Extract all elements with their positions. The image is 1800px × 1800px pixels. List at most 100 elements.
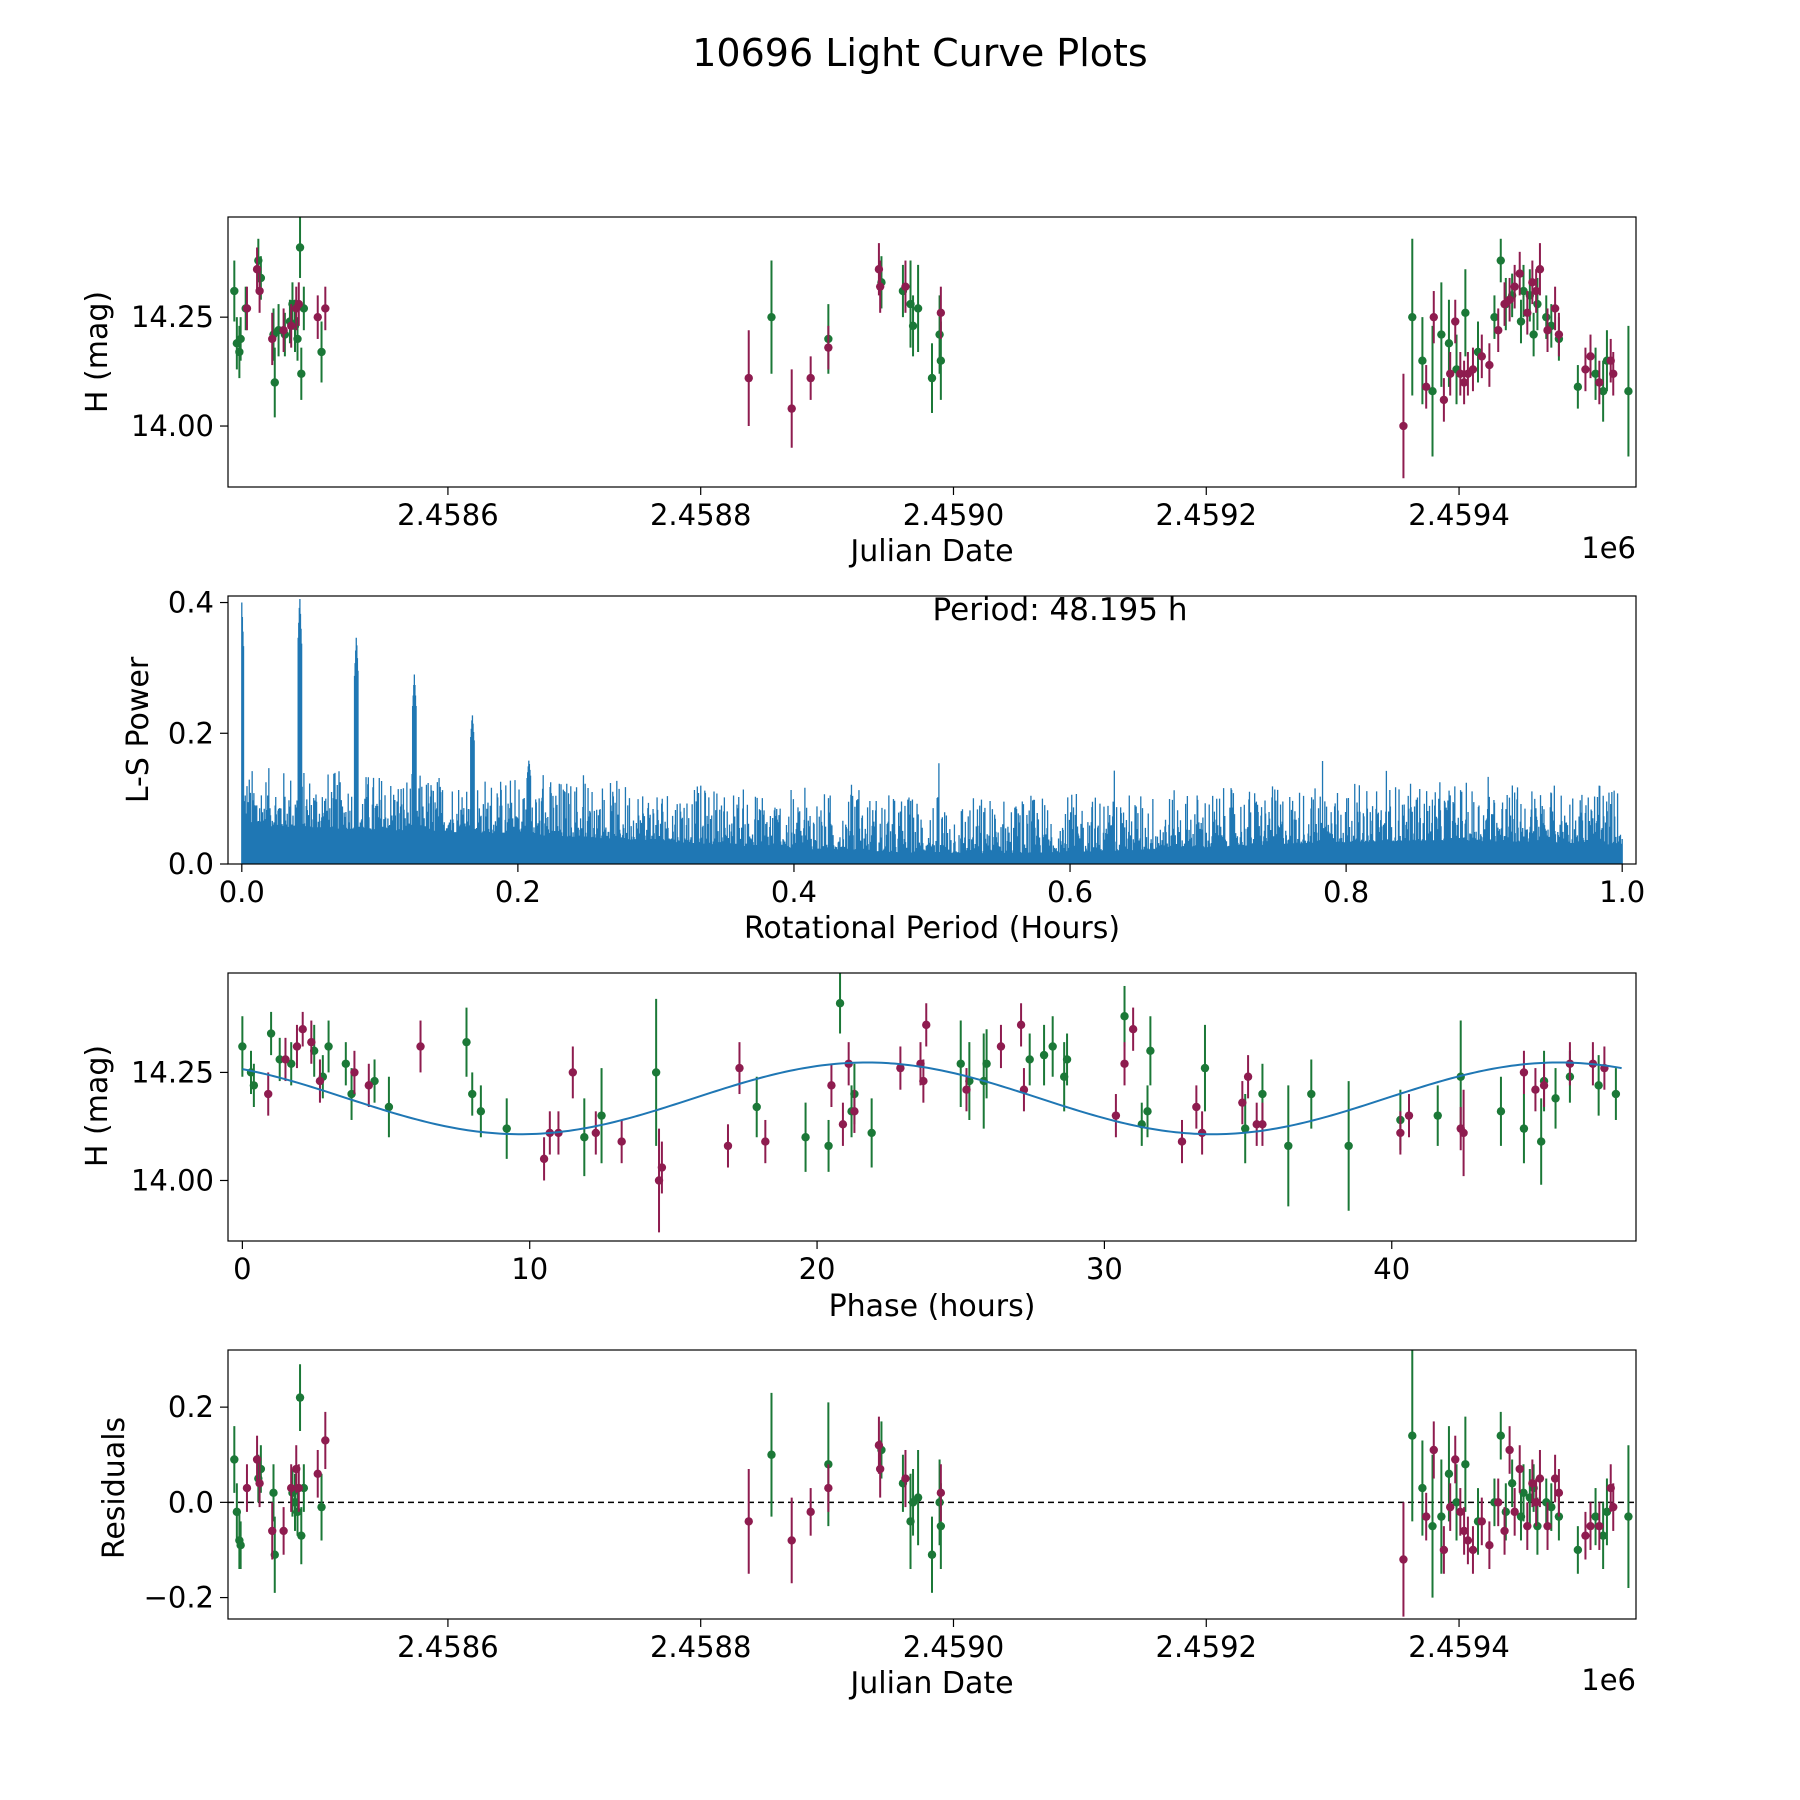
data-point-r	[286, 1483, 296, 1493]
data-point-g	[1529, 330, 1538, 339]
data-point-g	[462, 1037, 471, 1047]
x-tick-label: 2.4594	[1408, 1630, 1509, 1664]
data-point-r	[1477, 1517, 1487, 1526]
x-tick-label: 2.4592	[1156, 498, 1257, 532]
data-point-g	[1200, 1063, 1210, 1073]
data-point-g	[1062, 1055, 1072, 1064]
data-point-r	[1120, 1059, 1129, 1068]
data-point-g	[1461, 308, 1470, 318]
x-tick-label: 2.4586	[397, 498, 498, 532]
data-point-r	[875, 282, 885, 291]
ls-power-line	[241, 598, 1623, 864]
data-point-g	[913, 1493, 923, 1502]
data-point-g	[767, 1450, 776, 1459]
data-point-r	[1539, 1081, 1549, 1090]
data-point-r	[1535, 265, 1545, 274]
data-point-g	[249, 1081, 259, 1090]
data-point-g	[324, 1042, 333, 1051]
x-tick-label: 40	[1373, 1252, 1410, 1286]
resid-axes-frame	[227, 1349, 1637, 1620]
data-point-r	[824, 343, 833, 352]
plot-area	[238, 973, 1622, 1233]
data-point-g	[1542, 312, 1551, 322]
data-point-g	[230, 286, 239, 296]
data-point-r	[922, 1020, 931, 1030]
data-point-r	[1399, 421, 1408, 431]
data-point-g	[317, 1502, 326, 1512]
data-point-g	[1573, 1545, 1583, 1555]
data-point-r	[761, 1137, 770, 1146]
data-point-r	[1595, 1521, 1604, 1531]
data-point-r	[735, 1063, 744, 1073]
data-point-r	[874, 1441, 884, 1450]
data-point-r	[1565, 1059, 1575, 1068]
y-tick-label: 0.4	[168, 586, 214, 620]
data-point-r	[1581, 365, 1590, 374]
data-point-r	[896, 1063, 905, 1073]
phase-y-axis-label: H (mag)	[80, 1045, 115, 1167]
data-point-r	[1446, 369, 1455, 378]
data-point-r	[315, 1076, 325, 1086]
data-point-g	[1444, 339, 1454, 348]
data-point-r	[1510, 1507, 1519, 1517]
ls-x-axis-label: Rotational Period (Hours)	[744, 911, 1120, 946]
data-point-g	[1536, 1137, 1546, 1146]
x-tick-label: 1.0	[1599, 875, 1645, 909]
data-point-g	[1120, 1012, 1129, 1021]
figure-title: 10696 Light Curve Plots	[692, 31, 1147, 75]
data-point-g	[1284, 1141, 1293, 1151]
data-point-g	[801, 1133, 810, 1142]
data-point-r	[1477, 352, 1487, 361]
data-point-g	[927, 373, 937, 383]
ls-ticks: 0.0 0.2 0.4 0.6 0.8 1.0 0.0 0.2 0.4	[168, 586, 1645, 909]
data-point-g	[580, 1133, 589, 1142]
x-tick-label: 2.4590	[903, 498, 1004, 532]
data-point-r	[1177, 1137, 1187, 1146]
data-point-g	[935, 330, 944, 339]
data-point-r	[292, 1042, 302, 1051]
ls-power-spectrum	[241, 598, 1623, 864]
data-point-g	[1602, 1507, 1612, 1517]
data-point-r	[1451, 317, 1460, 326]
y-tick-label: 14.25	[131, 300, 214, 334]
data-point-r	[364, 1081, 373, 1090]
data-point-r	[1456, 369, 1465, 378]
data-point-r	[1609, 369, 1618, 378]
data-point-r	[1543, 1521, 1552, 1531]
data-point-r	[1016, 1020, 1026, 1030]
x-tick-label: 0.4	[771, 875, 817, 909]
data-point-r	[1494, 326, 1503, 335]
data-point-g	[297, 1531, 306, 1540]
data-point-r	[1531, 286, 1541, 296]
data-point-r	[313, 312, 322, 322]
data-point-g	[1418, 356, 1427, 365]
data-point-g	[270, 378, 279, 387]
data-point-r	[874, 265, 884, 274]
data-point-r	[996, 1042, 1006, 1051]
data-point-r	[1554, 330, 1564, 339]
data-point-r	[1439, 1545, 1449, 1555]
y-tick-label: 14.25	[131, 1055, 214, 1089]
data-point-g	[1490, 312, 1499, 322]
data-point-g	[1547, 1502, 1556, 1512]
data-point-g	[1533, 299, 1542, 309]
ls-y-axis-label: L-S Power	[121, 656, 156, 803]
resid-x-axis-label: Julian Date	[848, 1666, 1013, 1701]
data-point-g	[1437, 1512, 1446, 1521]
data-point-r	[321, 1436, 330, 1445]
data-point-r	[1459, 1128, 1468, 1138]
data-point-r	[850, 1107, 859, 1116]
data-point-g	[293, 334, 302, 344]
y-tick-label: 14.00	[131, 409, 214, 443]
data-point-g	[1573, 382, 1583, 392]
data-point-g	[275, 1055, 284, 1064]
jd-axes-frame	[227, 216, 1637, 488]
data-point-r	[1531, 1498, 1541, 1507]
data-point-r	[936, 1488, 946, 1498]
data-point-r	[1515, 269, 1524, 278]
data-point-r	[1554, 1488, 1564, 1498]
data-point-r	[1459, 1526, 1469, 1536]
data-point-g	[767, 312, 776, 322]
resid-x-offset-label: 1e6	[1581, 1663, 1636, 1697]
data-point-r	[1429, 1445, 1438, 1455]
